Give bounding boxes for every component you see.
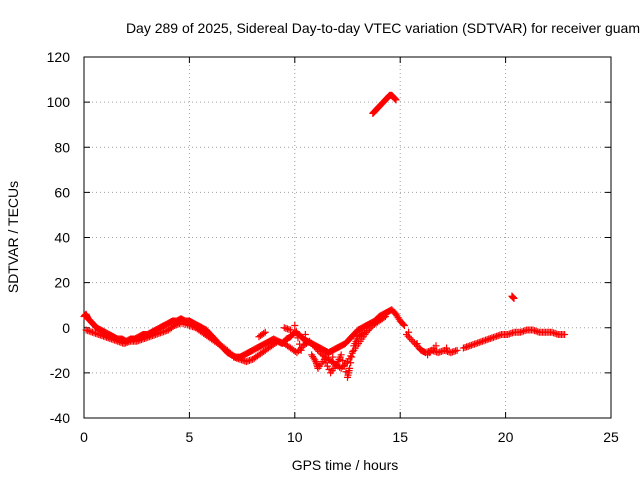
- data-point: [412, 341, 420, 349]
- data-point: [287, 326, 295, 334]
- data-point: [309, 341, 317, 349]
- y-tick-label: -40: [50, 410, 70, 426]
- data-point: [322, 359, 330, 367]
- data-point: [337, 351, 345, 359]
- y-tick-label: 100: [47, 94, 71, 110]
- chart-title: Day 289 of 2025, Sidereal Day-to-day VTE…: [126, 20, 640, 36]
- data-point: [307, 339, 315, 347]
- data-point: [366, 325, 374, 333]
- x-tick-label: 25: [603, 429, 619, 445]
- data-point: [443, 344, 451, 352]
- data-point: [310, 342, 318, 350]
- x-axis-label: GPS time / hours: [292, 457, 399, 473]
- data-point: [409, 337, 417, 345]
- gridlines: [84, 57, 611, 418]
- y-tick-label: -20: [50, 365, 70, 381]
- data-point: [293, 349, 301, 357]
- data-point: [320, 355, 328, 363]
- data-point: [297, 346, 305, 354]
- data-point: [413, 340, 421, 348]
- data-point: [169, 323, 177, 331]
- data-point: [360, 328, 368, 336]
- data-point: [407, 336, 415, 344]
- data-point: [306, 337, 314, 345]
- data-point: [260, 329, 268, 337]
- x-tick-label: 5: [186, 429, 194, 445]
- data-point: [432, 342, 440, 350]
- data-point: [292, 328, 300, 336]
- y-tick-label: 60: [54, 184, 70, 200]
- data-point: [294, 334, 302, 342]
- x-tick-label: 0: [80, 429, 88, 445]
- data-point: [291, 321, 299, 329]
- data-point: [261, 328, 269, 336]
- data-point: [392, 96, 400, 104]
- data-point: [323, 362, 331, 370]
- data-point: [405, 328, 413, 336]
- data-point: [223, 346, 231, 354]
- data-point: [406, 334, 414, 342]
- x-tick-label: 20: [498, 429, 514, 445]
- y-tick-label: 40: [54, 230, 70, 246]
- data-point: [359, 329, 367, 337]
- y-tick-label: 0: [62, 320, 70, 336]
- data-point: [315, 347, 323, 355]
- y-tick-label: 120: [47, 49, 71, 65]
- data-point: [510, 294, 518, 302]
- data-point: [561, 331, 569, 339]
- data-point: [364, 327, 372, 335]
- data-point: [313, 346, 321, 354]
- data-point: [347, 359, 355, 367]
- y-tick-label: 20: [54, 275, 70, 291]
- y-tick-label: 80: [54, 139, 70, 155]
- x-tick-label: 15: [392, 429, 408, 445]
- data-point: [339, 356, 347, 364]
- data-point: [329, 353, 337, 361]
- data-points: [80, 91, 569, 381]
- x-tick-label: 10: [287, 429, 303, 445]
- data-point: [296, 340, 304, 348]
- axis-ticks: 0 5 10 15 20 25 -40 -20 0 20 40 60 80 100 120: [47, 49, 619, 445]
- data-point: [348, 353, 356, 361]
- data-point: [325, 365, 333, 373]
- data-point: [400, 321, 408, 329]
- data-point: [312, 344, 320, 352]
- data-point: [346, 364, 354, 372]
- data-point: [225, 348, 233, 356]
- data-point: [381, 312, 389, 320]
- data-point: [380, 314, 388, 322]
- y-axis-label: SDTVAR / TECUs: [5, 181, 21, 293]
- data-point: [349, 347, 357, 355]
- data-point: [301, 331, 309, 339]
- data-point: [340, 362, 348, 370]
- data-point: [311, 356, 319, 364]
- data-point: [453, 346, 461, 354]
- data-point: [399, 320, 407, 328]
- data-point: [227, 350, 235, 358]
